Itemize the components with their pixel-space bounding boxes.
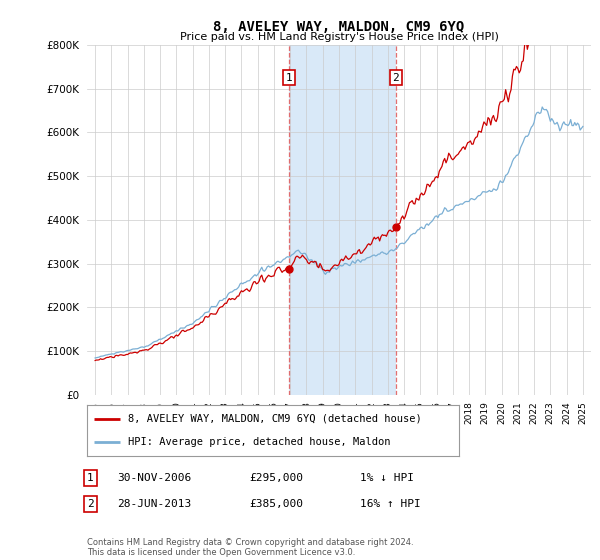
Text: 1% ↓ HPI: 1% ↓ HPI: [360, 473, 414, 483]
Text: HPI: Average price, detached house, Maldon: HPI: Average price, detached house, Mald…: [128, 437, 391, 447]
Text: Contains HM Land Registry data © Crown copyright and database right 2024.
This d: Contains HM Land Registry data © Crown c…: [87, 538, 413, 557]
Text: 2: 2: [87, 499, 94, 509]
Text: 8, AVELEY WAY, MALDON, CM9 6YQ (detached house): 8, AVELEY WAY, MALDON, CM9 6YQ (detached…: [128, 414, 422, 424]
Text: Price paid vs. HM Land Registry's House Price Index (HPI): Price paid vs. HM Land Registry's House …: [179, 32, 499, 42]
Text: 2: 2: [392, 73, 399, 83]
Text: £385,000: £385,000: [249, 499, 303, 509]
Text: 1: 1: [286, 73, 292, 83]
Bar: [289, 45, 396, 395]
Text: 16% ↑ HPI: 16% ↑ HPI: [360, 499, 421, 509]
Text: £295,000: £295,000: [249, 473, 303, 483]
Text: 30-NOV-2006: 30-NOV-2006: [117, 473, 191, 483]
Text: 28-JUN-2013: 28-JUN-2013: [117, 499, 191, 509]
Text: 1: 1: [87, 473, 94, 483]
Text: 8, AVELEY WAY, MALDON, CM9 6YQ: 8, AVELEY WAY, MALDON, CM9 6YQ: [214, 20, 464, 34]
